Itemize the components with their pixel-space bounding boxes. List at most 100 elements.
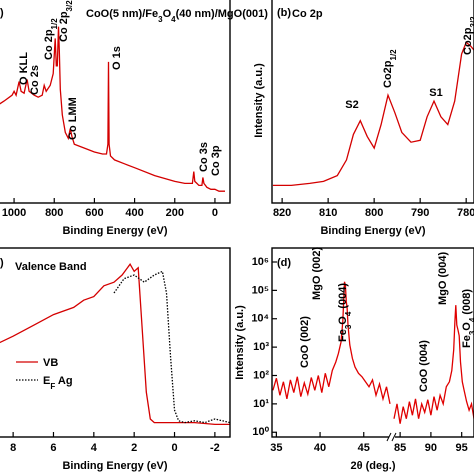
peak-label: MgO (002)	[311, 246, 323, 300]
text-part: Co 3s	[198, 142, 210, 172]
peak-label: Co 3p	[210, 145, 222, 176]
plot-frame	[0, 247, 231, 438]
peak-label: O KLL	[18, 52, 30, 85]
x-axis-label: 2θ (deg.)	[350, 460, 395, 472]
chart-title: Co 2p	[292, 8, 323, 20]
x-tick-label: 0	[212, 207, 218, 219]
x-tick-label: 810	[319, 207, 337, 219]
plot-frame	[271, 0, 474, 204]
y-tick-label: 10²	[253, 369, 269, 381]
data-line	[272, 281, 391, 405]
x-axis-label: Binding Energy (eV)	[320, 225, 425, 237]
peak-label: Co 2p3/2	[58, 0, 74, 42]
text-part: 4	[171, 15, 176, 24]
axis-break-gap	[388, 434, 395, 440]
x-tick-label: 820	[273, 207, 291, 219]
x-tick-label: 400	[125, 207, 143, 219]
text-part: 3/2	[65, 0, 74, 11]
text-part: O	[461, 322, 473, 331]
panel-label: (b)	[277, 7, 291, 19]
text-part: (004)	[337, 283, 349, 312]
peak-label: MgO (004)	[437, 251, 449, 305]
x-tick-label: -2	[210, 442, 220, 454]
text-part: E	[43, 375, 50, 387]
text-part: MgO (004)	[437, 251, 449, 305]
peak-label: O 1s	[111, 46, 123, 70]
text-part: 4	[344, 311, 353, 316]
peak-label: Co 2p1/2	[43, 18, 59, 60]
y-tick-label: 10⁵	[252, 284, 269, 296]
peak-label: S1	[429, 87, 442, 99]
chart-title: Valence Band	[15, 261, 87, 273]
text-part: Co 3p	[210, 145, 222, 176]
x-tick-label: 790	[411, 207, 429, 219]
x-tick-label: 4	[91, 442, 98, 454]
data-line	[393, 305, 474, 424]
peak-label: Co2p1/2	[382, 49, 398, 88]
peak-label: Co 3s	[198, 142, 210, 172]
text-part: (008)	[461, 289, 473, 318]
text-part: 3/2	[469, 16, 474, 28]
text-part: CoO(5 nm)/Fe	[86, 8, 158, 20]
x-tick-label: 35	[270, 442, 282, 454]
text-part: 1/2	[50, 18, 59, 30]
text-part: 1/2	[389, 49, 398, 61]
x-tick-label: 780	[457, 207, 474, 219]
text-part: 3	[468, 330, 474, 335]
peak-label: Co 2s	[29, 65, 41, 95]
text-part: CoO (004)	[418, 340, 430, 392]
plot-frame	[0, 0, 231, 204]
text-part: 3	[158, 15, 163, 24]
x-axis-label: Binding Energy (eV)	[62, 225, 167, 237]
x-tick-label: 1000	[2, 207, 26, 219]
y-axis-label: Intensity (a.u.)	[234, 305, 246, 380]
data-line	[0, 263, 230, 426]
y-tick-label: 10¹	[253, 398, 269, 410]
panel-label: )	[0, 7, 4, 19]
x-axis-label: Binding Energy (eV)	[62, 460, 167, 472]
text-part: Co 2p	[58, 11, 70, 42]
text-part: Co LMM	[67, 97, 79, 140]
y-tick-label: 10⁴	[251, 313, 269, 325]
x-tick-label: 6	[50, 442, 56, 454]
text-part: Fe	[461, 335, 473, 348]
text-part: O	[163, 8, 172, 20]
text-part: MgO (002)	[311, 246, 323, 300]
x-tick-label: 90	[425, 442, 437, 454]
peak-label: CoO (004)	[418, 340, 430, 392]
text-part: S2	[345, 99, 358, 111]
text-part: Co2p	[462, 27, 474, 55]
text-part: 3	[344, 324, 353, 329]
peak-label: CoO (002)	[299, 316, 311, 368]
x-tick-label: 200	[166, 207, 184, 219]
x-tick-label: 0	[171, 442, 177, 454]
axis-break-mark	[391, 432, 397, 442]
x-tick-label: 85	[394, 442, 406, 454]
text-part: (40 nm)/MgO(001)	[176, 8, 269, 20]
text-part: Ag	[55, 375, 72, 387]
data-line	[0, 26, 225, 192]
x-tick-label: 8	[10, 442, 16, 454]
x-tick-label: 2	[131, 442, 137, 454]
peak-label: Fe3O4 (008)	[461, 289, 474, 348]
plot-frame	[271, 247, 474, 438]
text-part: Co 2p	[43, 29, 55, 60]
legend-label: VB	[43, 357, 58, 369]
y-axis-label: Intensity (a.u.)	[253, 63, 265, 138]
text-part: F	[50, 382, 55, 391]
text-part: Co 2s	[29, 65, 41, 95]
peak-label: Co LMM	[67, 97, 79, 140]
y-tick-label: 10³	[253, 341, 269, 353]
text-part: Fe	[337, 329, 349, 342]
axis-break-mark	[386, 432, 392, 442]
chart-title: CoO(5 nm)/Fe3O4(40 nm)/MgO(001)	[86, 8, 268, 24]
text-part: O	[337, 316, 349, 325]
text-part: O KLL	[18, 52, 30, 85]
x-tick-label: 40	[314, 442, 326, 454]
x-tick-label: 800	[45, 207, 63, 219]
panel-label: (d)	[277, 257, 291, 269]
peak-label: Co2p3/2	[462, 16, 474, 55]
peak-label: S2	[345, 99, 358, 111]
text-part: 4	[468, 317, 474, 322]
peak-label: Fe3O4 (004)	[337, 283, 353, 342]
